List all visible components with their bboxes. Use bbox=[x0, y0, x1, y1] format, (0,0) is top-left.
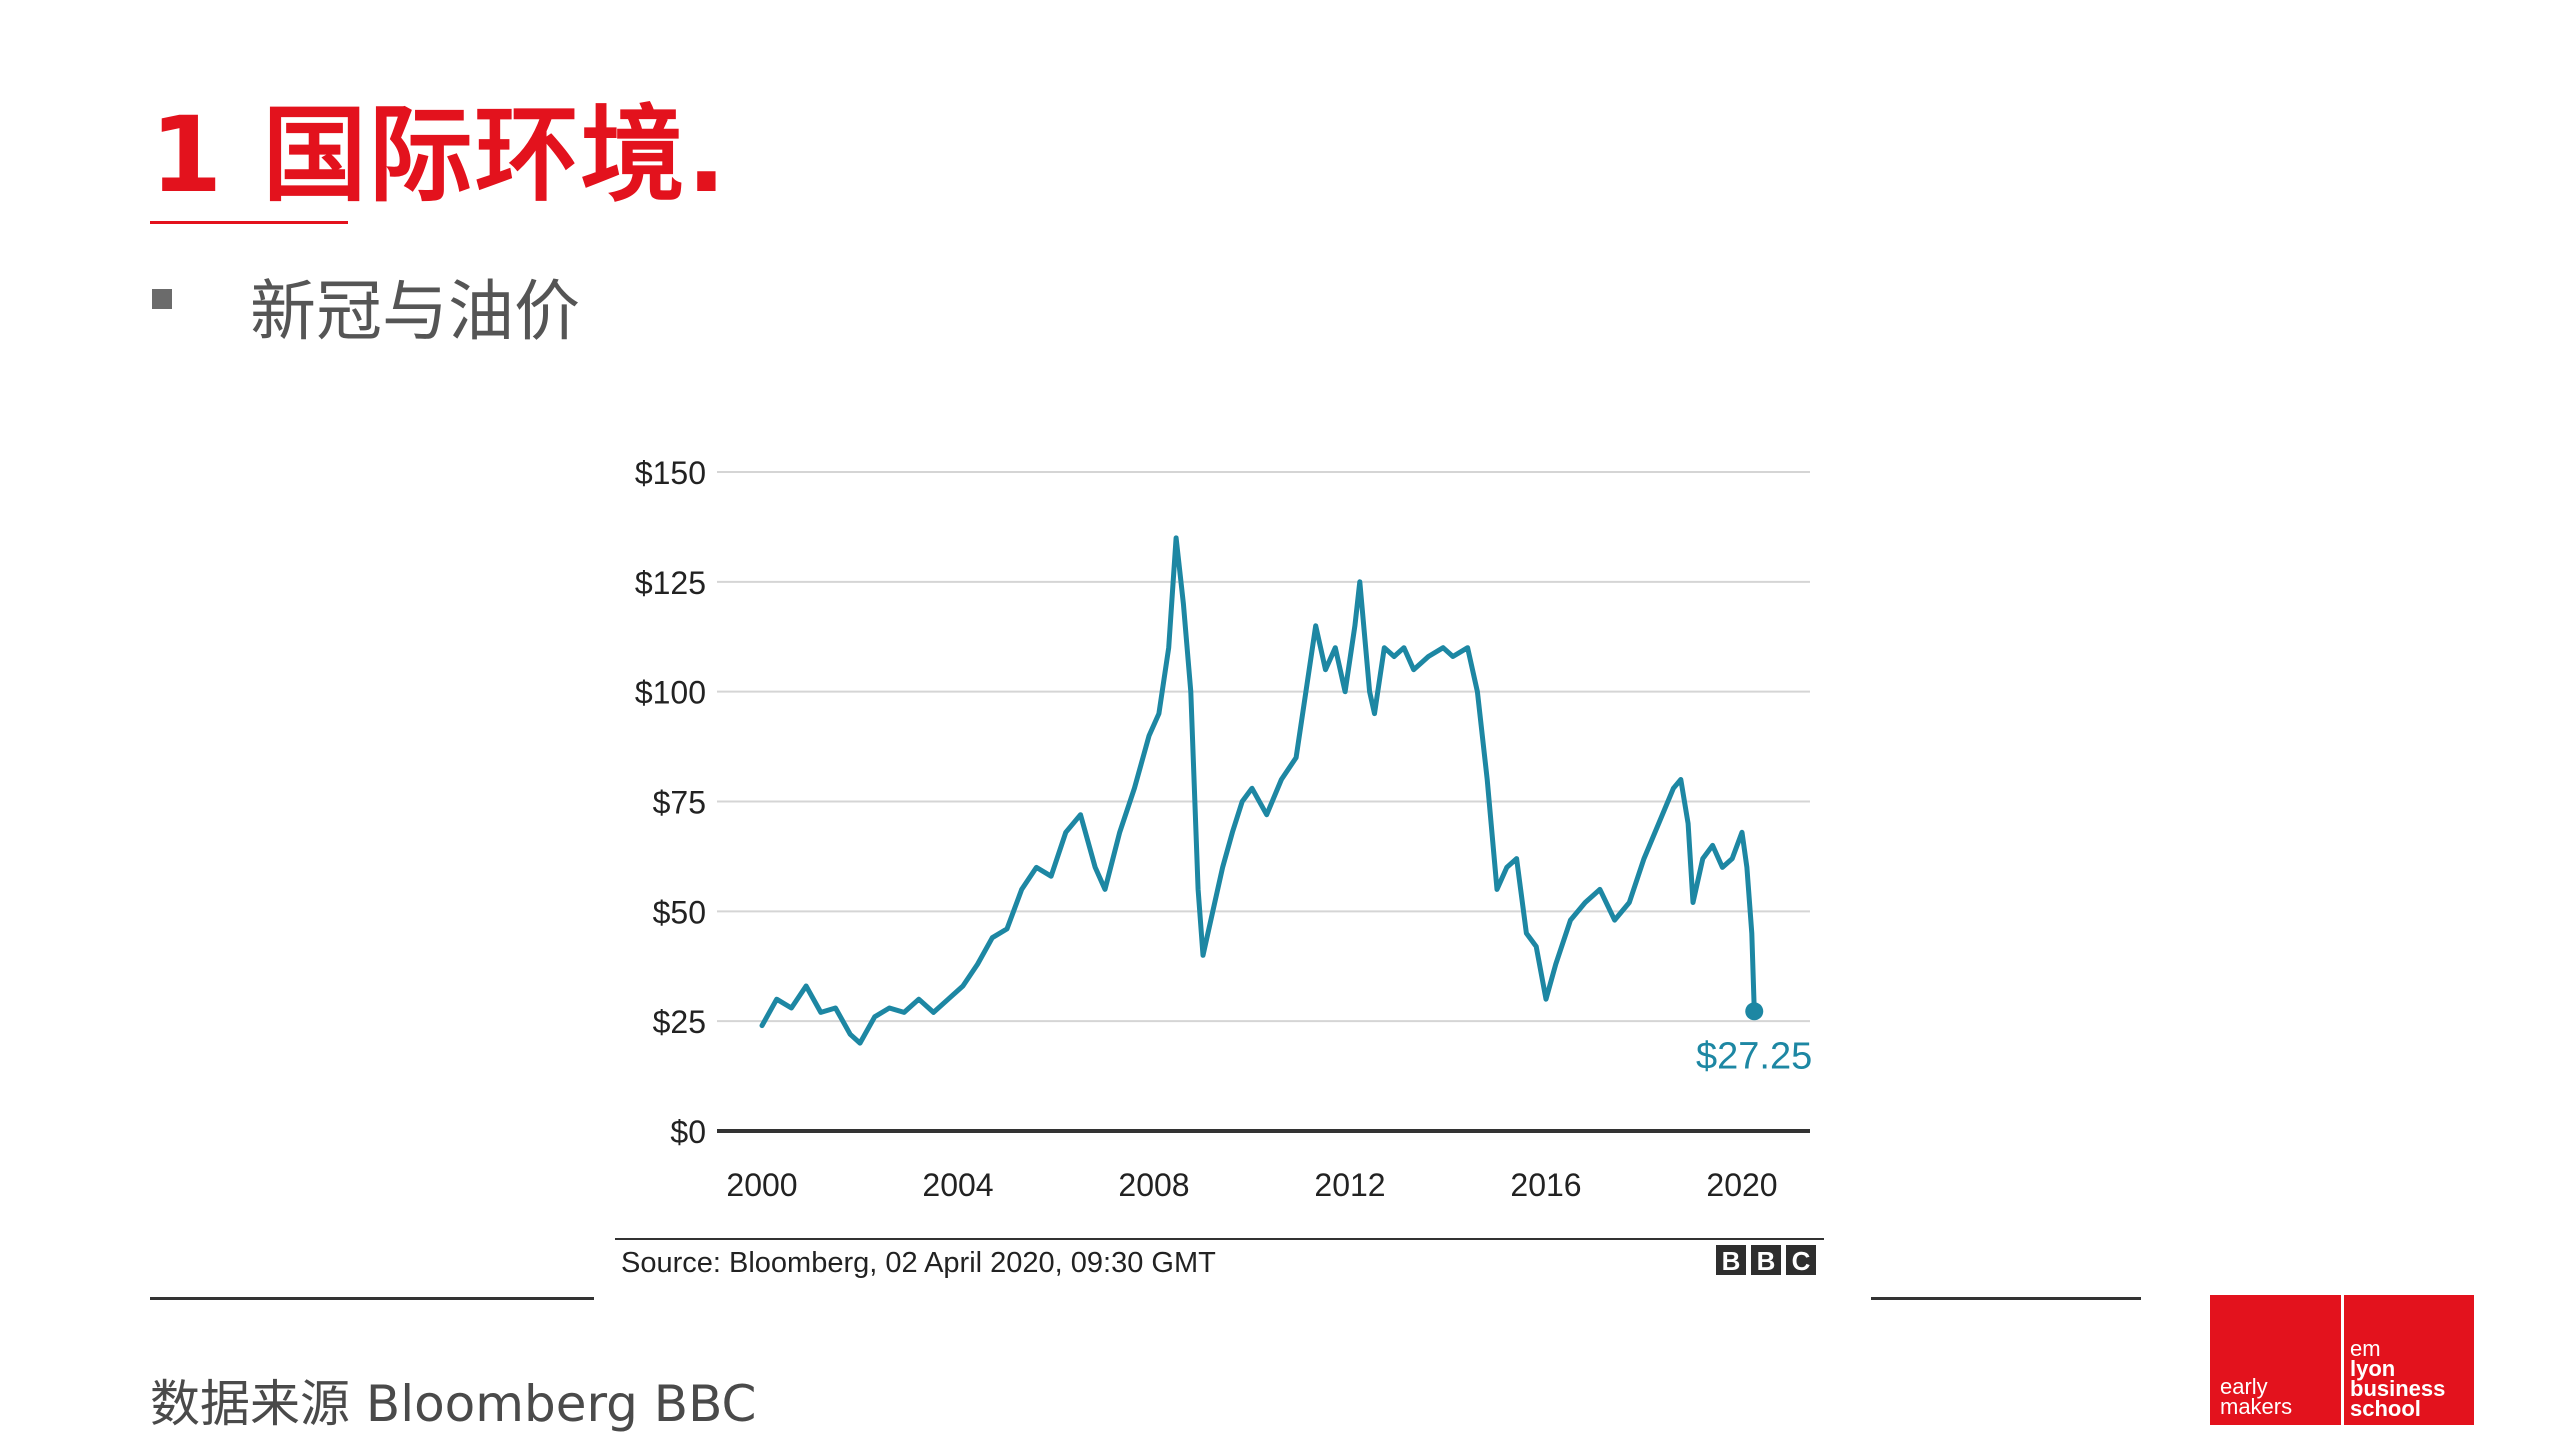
bbc-letter: B bbox=[1757, 1246, 1776, 1276]
logo-text: lyon bbox=[2350, 1356, 2396, 1381]
y-tick-label: $50 bbox=[653, 894, 706, 930]
logo-text: em bbox=[2350, 1336, 2381, 1361]
grid-lines bbox=[717, 471, 1810, 1133]
logo-text: makers bbox=[2220, 1394, 2293, 1419]
footer-rule-right bbox=[1871, 1297, 2141, 1300]
logo-text: business bbox=[2350, 1376, 2446, 1401]
source-note: Source: Bloomberg, 02 April 2020, 09:30 … bbox=[621, 1247, 1216, 1279]
y-tick-label: $25 bbox=[653, 1004, 706, 1040]
y-tick-label: $0 bbox=[670, 1114, 706, 1150]
logo-school-name: em lyon business school bbox=[2350, 1336, 2446, 1421]
x-tick-label: 2004 bbox=[922, 1167, 993, 1203]
oil-price-line bbox=[759, 535, 1757, 1046]
slide-title: 1 国际环境. bbox=[150, 94, 729, 216]
logo-tagline: early makers bbox=[2220, 1374, 2293, 1419]
latest-price-label: $27.25 bbox=[1696, 1035, 1812, 1077]
x-tick-label: 2008 bbox=[1118, 1167, 1189, 1203]
y-tick-label: $100 bbox=[635, 675, 706, 711]
logo-divider bbox=[2341, 1295, 2344, 1425]
bbc-letter: B bbox=[1722, 1246, 1741, 1276]
x-tick-label: 2020 bbox=[1706, 1167, 1777, 1203]
emlyon-logo: early makers em lyon business school bbox=[2210, 1295, 2474, 1425]
y-tick-label: $150 bbox=[635, 455, 706, 491]
x-tick-label: 2012 bbox=[1314, 1167, 1385, 1203]
data-source-note: 数据来源 Bloomberg BBC bbox=[150, 1375, 757, 1433]
title-underline bbox=[150, 221, 348, 224]
y-tick-labels: $0 $25 $50 $75 $100 $125 $150 bbox=[635, 455, 706, 1150]
footer-rule-left bbox=[150, 1297, 594, 1300]
x-tick-labels: 2000 2004 2008 2012 2016 2020 bbox=[726, 1167, 1777, 1203]
y-tick-label: $125 bbox=[635, 565, 706, 601]
latest-price-dot bbox=[1745, 1002, 1764, 1021]
x-tick-label: 2000 bbox=[726, 1167, 797, 1203]
logo-text: school bbox=[2350, 1396, 2421, 1421]
bbc-logo: B B C bbox=[1716, 1245, 1816, 1276]
bullet-text: 新冠与油价 bbox=[250, 273, 580, 350]
bullet-square-icon bbox=[152, 289, 172, 309]
x-tick-label: 2016 bbox=[1510, 1167, 1581, 1203]
logo-text: early bbox=[2220, 1374, 2268, 1399]
y-tick-label: $75 bbox=[653, 785, 706, 821]
bbc-letter: C bbox=[1792, 1246, 1811, 1276]
